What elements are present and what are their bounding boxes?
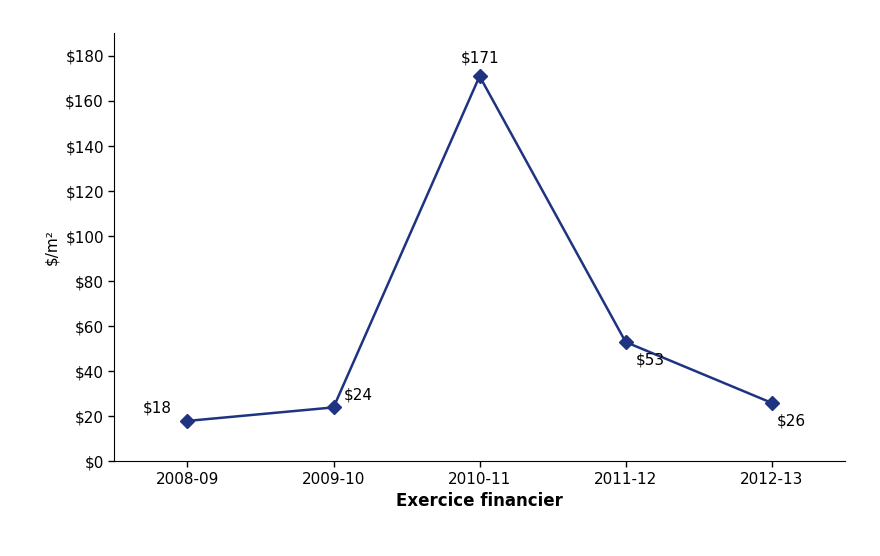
Text: $26: $26 bbox=[777, 413, 806, 428]
Text: $53: $53 bbox=[636, 353, 665, 368]
X-axis label: Exercice financier: Exercice financier bbox=[396, 493, 563, 510]
Y-axis label: $/m²: $/m² bbox=[45, 230, 60, 265]
Text: $24: $24 bbox=[344, 387, 373, 402]
Text: $171: $171 bbox=[460, 50, 499, 65]
Text: $18: $18 bbox=[143, 400, 172, 415]
